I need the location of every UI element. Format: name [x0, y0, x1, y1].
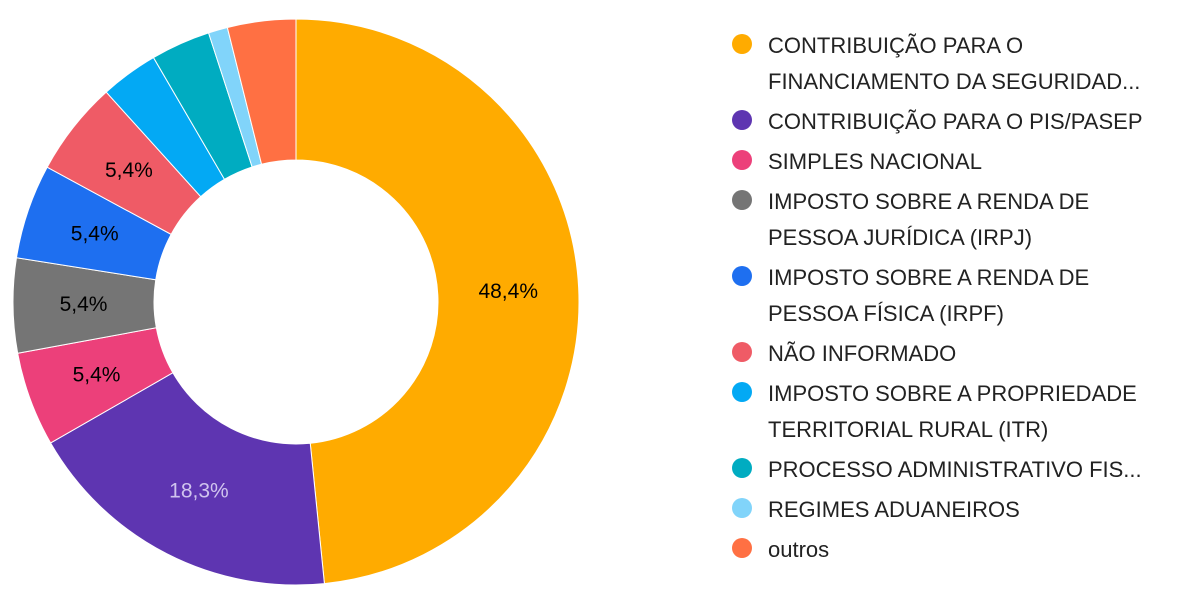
legend-swatch	[732, 382, 752, 402]
legend-item[interactable]: SIMPLES NACIONAL	[732, 144, 1192, 180]
legend-label: IMPOSTO SOBRE A RENDA DE PESSOA JURÍDICA…	[768, 189, 1090, 250]
legend-swatch	[732, 34, 752, 54]
legend-swatch	[732, 110, 752, 130]
legend-label: CONTRIBUIÇÃO PARA O FINANCIAMENTO DA SEG…	[768, 33, 1141, 94]
legend-swatch	[732, 190, 752, 210]
legend-label: PROCESSO ADMINISTRATIVO FIS...	[768, 457, 1142, 482]
donut-chart: 48,4% 18,3% 5,4% 5,4% 5,4% 5,4%	[12, 18, 580, 586]
slice-data-label: 5,4%	[71, 222, 119, 245]
chart-legend: CONTRIBUIÇÃO PARA O FINANCIAMENTO DA SEG…	[732, 28, 1192, 572]
chart-data-labels: 48,4% 18,3% 5,4% 5,4% 5,4% 5,4%	[60, 159, 538, 502]
legend-swatch	[732, 342, 752, 362]
legend-swatch	[732, 538, 752, 558]
slice-data-label: 48,4%	[478, 280, 538, 303]
legend-item[interactable]: NÃO INFORMADO	[732, 336, 1192, 372]
legend-swatch	[732, 458, 752, 478]
slice-data-label: 5,4%	[60, 293, 108, 316]
slice-data-label: 18,3%	[169, 480, 229, 503]
legend-item[interactable]: CONTRIBUIÇÃO PARA O FINANCIAMENTO DA SEG…	[732, 28, 1192, 100]
legend-swatch	[732, 266, 752, 286]
legend-label: IMPOSTO SOBRE A PROPRIEDADE TERRITORIAL …	[768, 381, 1137, 442]
legend-label: CONTRIBUIÇÃO PARA O PIS/PASEP	[768, 109, 1143, 134]
legend-item[interactable]: IMPOSTO SOBRE A RENDA DE PESSOA FÍSICA (…	[732, 260, 1192, 332]
legend-swatch	[732, 498, 752, 518]
legend-item[interactable]: CONTRIBUIÇÃO PARA O PIS/PASEP	[732, 104, 1192, 140]
pie-slice[interactable]	[226, 18, 297, 165]
legend-label: outros	[768, 537, 830, 562]
legend-item[interactable]: REGIMES ADUANEIROS	[732, 492, 1192, 528]
legend-label: IMPOSTO SOBRE A RENDA DE PESSOA FÍSICA (…	[768, 265, 1090, 326]
legend-item[interactable]: PROCESSO ADMINISTRATIVO FIS...	[732, 452, 1192, 488]
pie-slice[interactable]	[49, 372, 325, 586]
slice-data-label: 5,4%	[105, 159, 153, 182]
legend-label: REGIMES ADUANEIROS	[768, 497, 1020, 522]
legend-label: SIMPLES NACIONAL	[768, 149, 982, 174]
legend-item[interactable]: IMPOSTO SOBRE A PROPRIEDADE TERRITORIAL …	[732, 376, 1192, 448]
slice-data-label: 5,4%	[73, 364, 121, 387]
pie-slice[interactable]	[295, 18, 580, 585]
chart-slices	[12, 18, 580, 586]
legend-item[interactable]: IMPOSTO SOBRE A RENDA DE PESSOA JURÍDICA…	[732, 184, 1192, 256]
legend-label: NÃO INFORMADO	[768, 341, 957, 366]
legend-swatch	[732, 150, 752, 170]
legend-item[interactable]: outros	[732, 532, 1192, 568]
